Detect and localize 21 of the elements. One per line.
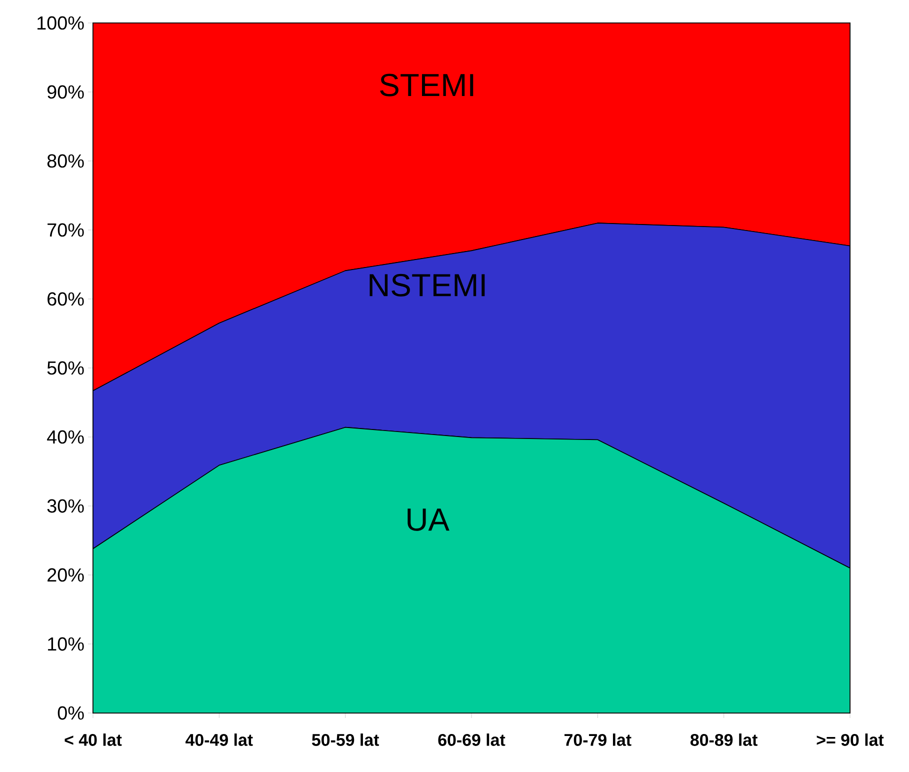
series-label: NSTEMI bbox=[370, 274, 485, 296]
y-tick-label: 70% bbox=[48, 223, 84, 237]
x-tick-label: 50-59 lat bbox=[312, 734, 380, 746]
x-tick-label: < 40 lat bbox=[64, 734, 122, 746]
y-tick-label: 30% bbox=[47, 499, 84, 513]
y-tick-label: 100% bbox=[38, 16, 84, 30]
y-tick-label: 90% bbox=[47, 85, 84, 99]
y-tick-label: 40% bbox=[47, 430, 84, 444]
y-tick-label: 50% bbox=[47, 361, 84, 375]
y-tick-label: 20% bbox=[48, 568, 84, 582]
y-tick-label: 10% bbox=[48, 637, 84, 651]
y-tick-label: 80% bbox=[47, 154, 84, 168]
x-tick-label: 80-89 lat bbox=[690, 734, 758, 746]
x-tick-label: 40-49 lat bbox=[186, 734, 253, 746]
x-tick-label: >= 90 lat bbox=[816, 734, 884, 746]
y-tick-label: 0% bbox=[58, 706, 84, 720]
x-tick-label: 60-69 lat bbox=[438, 734, 506, 746]
series-label: STEMI bbox=[380, 74, 474, 96]
y-tick-label: 60% bbox=[48, 292, 84, 306]
x-tick-label: 70-79 lat bbox=[564, 734, 632, 746]
series-label: UA bbox=[408, 508, 450, 531]
